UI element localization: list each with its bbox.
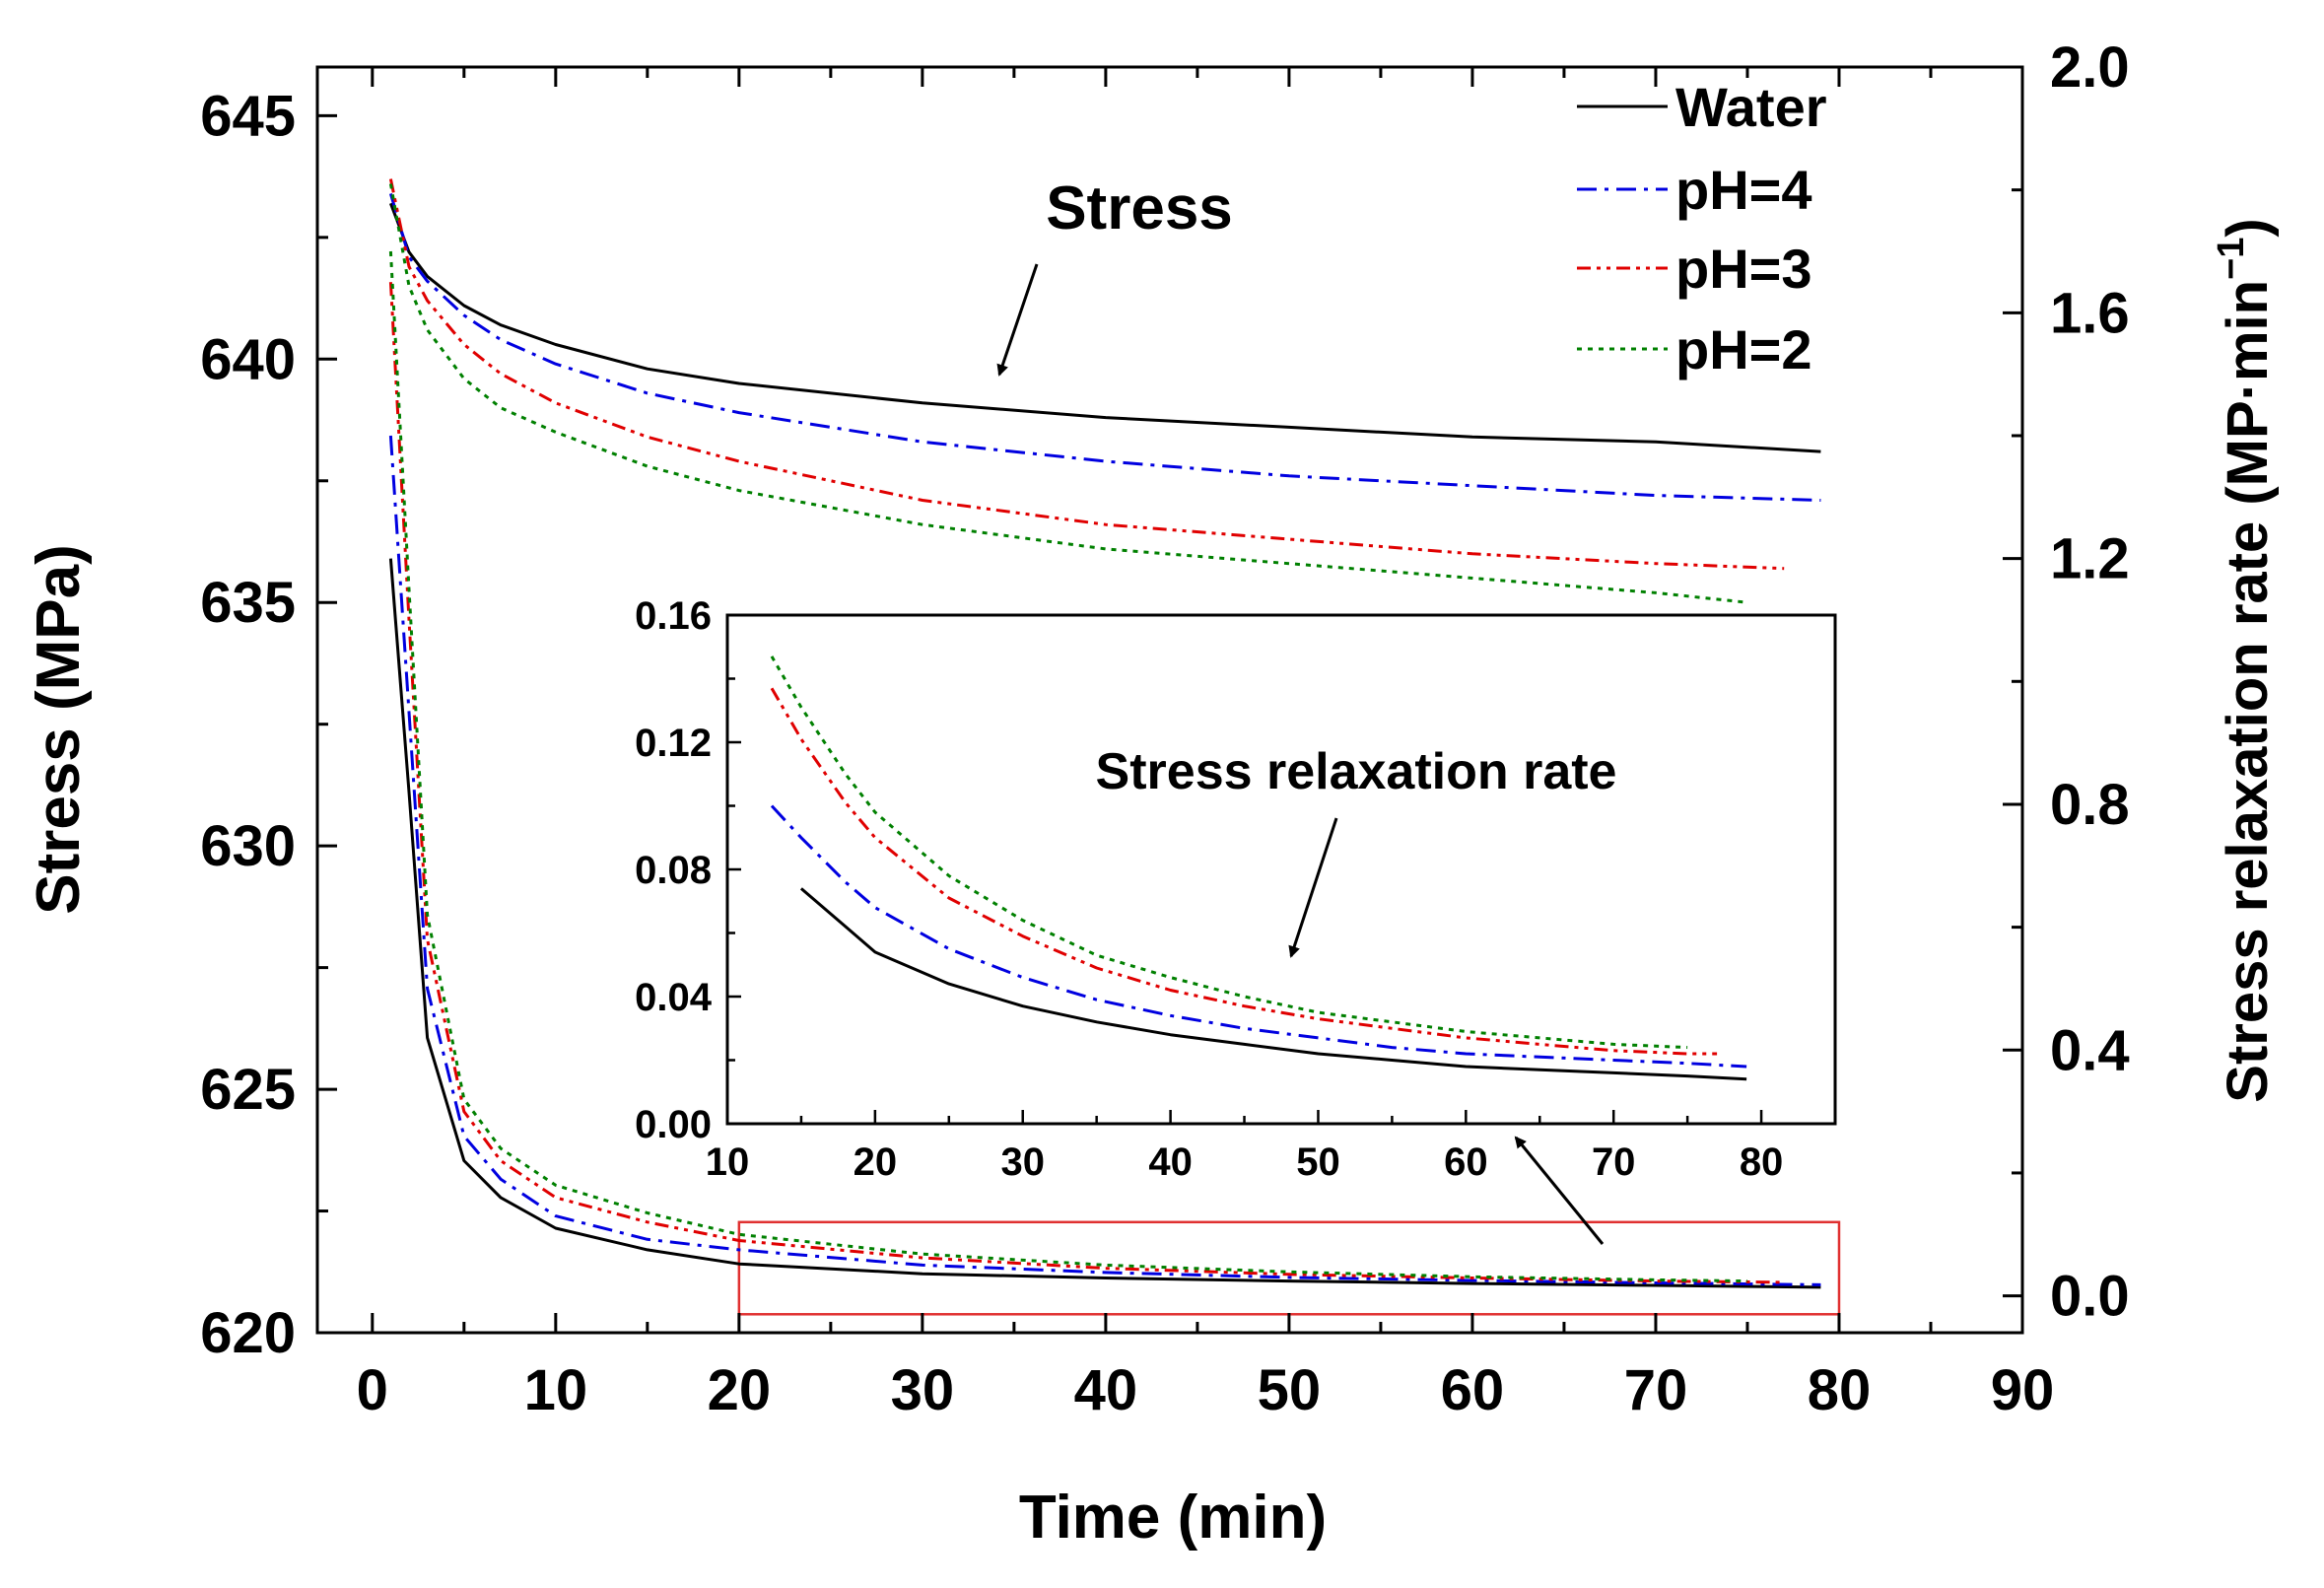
inset-rate-line-ph4 <box>770 804 1747 1069</box>
legend-label: pH=2 <box>1675 318 1812 380</box>
inset-x-tick-label: 30 <box>1000 1140 1045 1184</box>
inset-x-tick-label: 60 <box>1444 1140 1488 1184</box>
x-tick-label: 80 <box>1808 1358 1872 1422</box>
inset-rate-line-water <box>799 887 1747 1081</box>
x-tick-label: 90 <box>1991 1358 2055 1422</box>
inset-rate-line-ph3 <box>770 687 1718 1056</box>
inset-x-tick-label: 10 <box>706 1140 750 1184</box>
y-axis-right-title: Stress relaxation rate (MP·min−1) <box>2211 218 2280 1102</box>
x-tick-label: 20 <box>708 1358 772 1422</box>
y-left-tick-label: 645 <box>200 84 296 148</box>
stress-line-ph2 <box>388 183 1748 604</box>
y-left-tick-label: 620 <box>200 1301 296 1365</box>
stress-line-ph3 <box>388 178 1785 571</box>
inset-frame <box>725 613 1837 1126</box>
x-tick-label: 30 <box>891 1358 955 1422</box>
inset-y-tick-label: 0.04 <box>635 976 713 1019</box>
plot-frame <box>315 65 2024 1335</box>
inset-rate-line-ph2 <box>770 656 1688 1050</box>
x-tick-label: 40 <box>1074 1358 1138 1422</box>
legend-label: pH=4 <box>1675 159 1812 221</box>
x-tick-label: 50 <box>1258 1358 1322 1422</box>
y-left-tick-label: 630 <box>200 814 296 878</box>
y-axis-right-title-main: Stress relaxation rate (MP·min <box>2216 280 2280 1103</box>
inset-x-tick-label: 70 <box>1592 1140 1636 1184</box>
inset-y-tick-label: 0.16 <box>635 594 712 638</box>
inset-x-tick-label: 50 <box>1296 1140 1340 1184</box>
y-axis-right-title-close: ) <box>2216 218 2280 237</box>
rate-arrow <box>1288 817 1338 958</box>
y-right-tick-label: 0.0 <box>2050 1265 2130 1329</box>
x-tick-label: 0 <box>357 1358 388 1422</box>
inset-x-tick-label: 20 <box>854 1140 898 1184</box>
inset-y-tick-label: 0.00 <box>635 1103 712 1146</box>
y-left-tick-label: 640 <box>200 327 296 391</box>
zoom-region-box <box>737 1220 1841 1316</box>
inset-y-tick-label: 0.08 <box>635 849 712 892</box>
rate-line-water <box>388 558 1821 1289</box>
stress-arrow <box>996 263 1039 377</box>
inset-y-tick-label: 0.12 <box>635 722 712 765</box>
legend-label: pH=3 <box>1675 238 1812 300</box>
y-left-tick-label: 635 <box>200 571 296 635</box>
y-axis-left-title: Stress (MPa) <box>25 544 93 915</box>
y-right-tick-label: 1.6 <box>2050 281 2130 345</box>
y-right-tick-label: 0.8 <box>2050 773 2130 837</box>
y-axis-right-title-superscript: −1 <box>2211 238 2252 280</box>
rate-line-ph3 <box>388 282 1785 1284</box>
x-tick-label: 70 <box>1624 1358 1688 1422</box>
legend-label: Water <box>1675 76 1827 138</box>
stress-annotation: Stress <box>1046 174 1233 242</box>
zoom-to-inset-arrow <box>1514 1136 1605 1245</box>
rate-line-ph2 <box>388 250 1748 1283</box>
inset-x-tick-label: 80 <box>1740 1140 1784 1184</box>
x-axis-title: Time (min) <box>1019 1484 1327 1552</box>
y-right-tick-label: 0.4 <box>2050 1018 2130 1082</box>
stress-line-ph4 <box>388 192 1821 502</box>
y-right-tick-label: 2.0 <box>2050 35 2130 100</box>
y-left-tick-label: 625 <box>200 1058 296 1122</box>
x-tick-label: 10 <box>524 1358 588 1422</box>
stress-line-water <box>388 202 1821 453</box>
inset-x-tick-label: 40 <box>1148 1140 1193 1184</box>
y-right-tick-label: 1.2 <box>2050 527 2130 591</box>
rate-annotation: Stress relaxation rate <box>1096 743 1617 800</box>
x-tick-label: 60 <box>1441 1358 1505 1422</box>
